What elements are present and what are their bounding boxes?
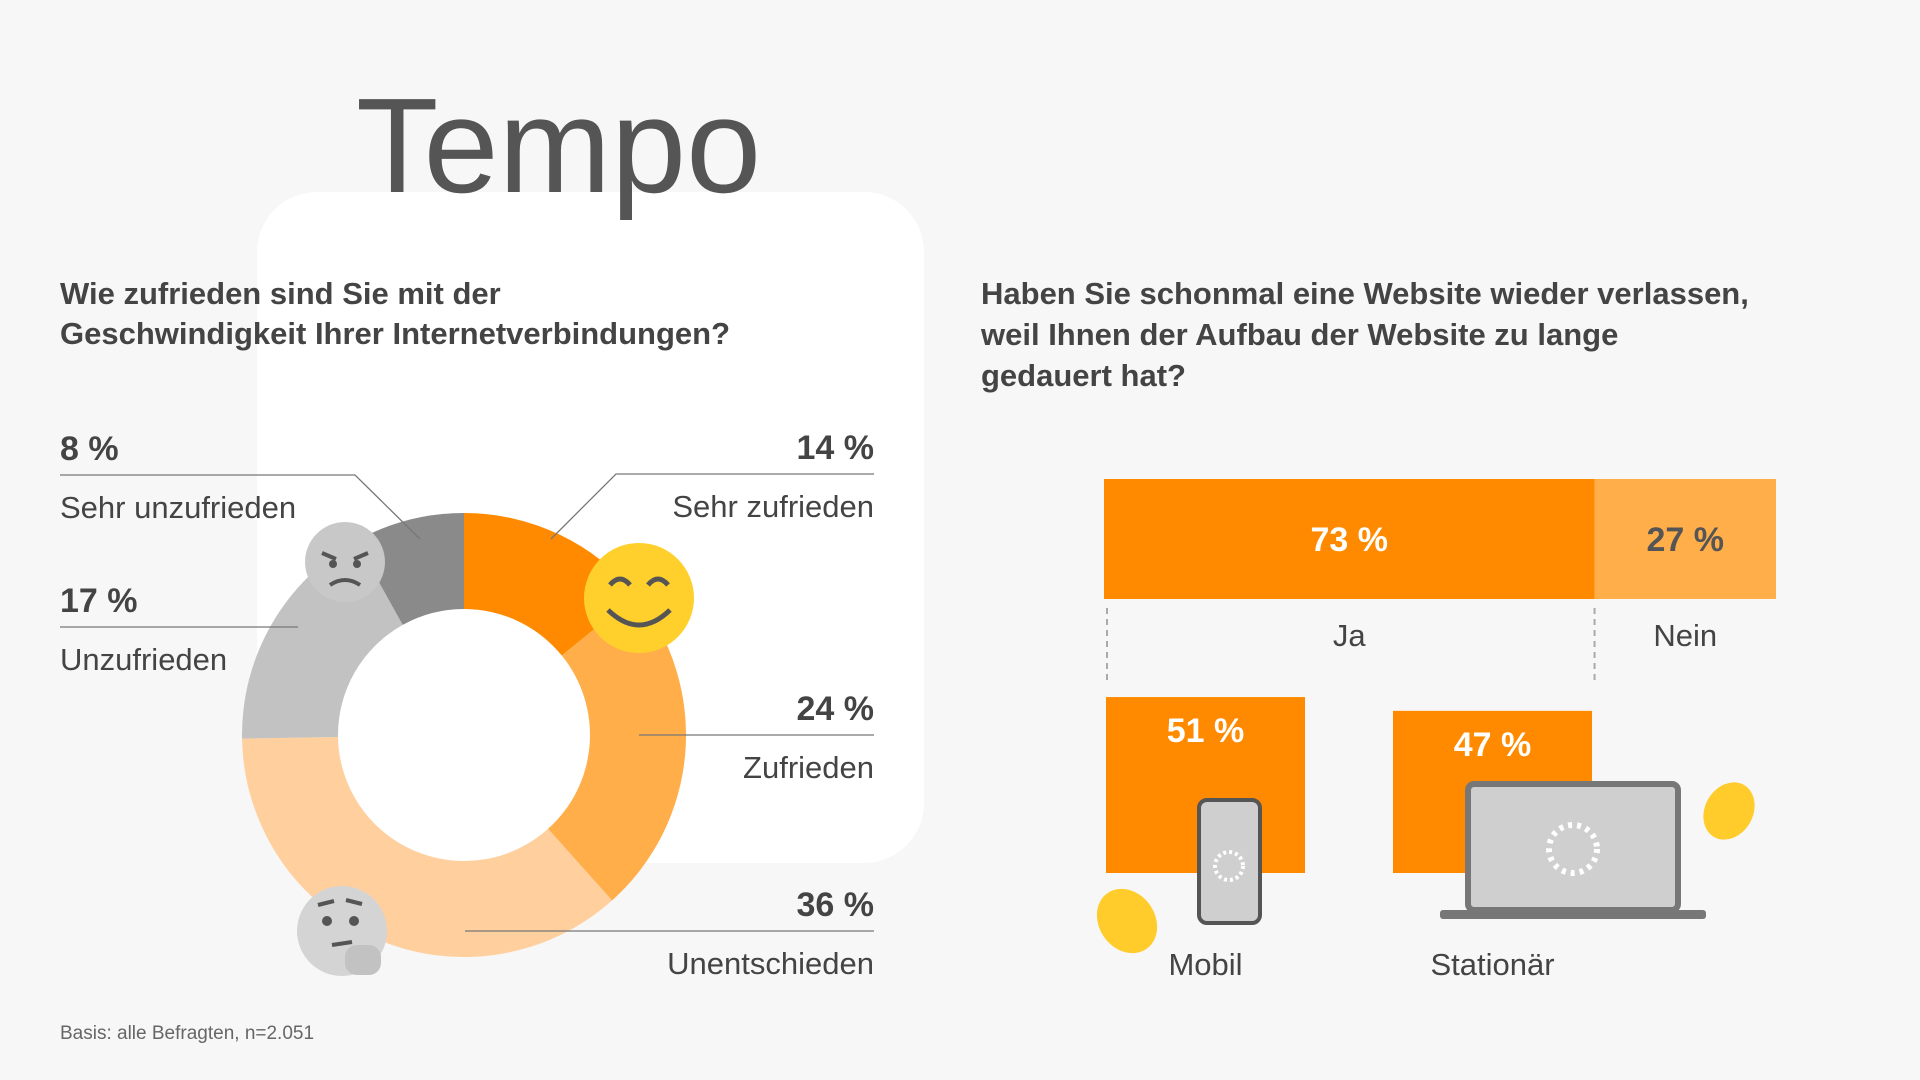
category-label: Unzufrieden	[60, 642, 227, 677]
donut-segment	[548, 595, 686, 901]
question: Wie zufrieden sind Sie mit der Geschwindi…	[60, 276, 730, 351]
bar-segment	[1104, 479, 1595, 599]
card	[257, 192, 924, 863]
page-title: Tempo	[356, 70, 761, 221]
laptop	[1440, 781, 1706, 919]
question: Haben Sie schonmal eine Website wieder v…	[980, 276, 1749, 393]
leader-line	[550, 473, 874, 540]
value-label: 27 %	[1647, 521, 1725, 559]
leader-line	[60, 474, 421, 540]
value-label: 51 %	[1167, 712, 1245, 750]
category-label: Mobil	[1168, 947, 1242, 982]
value-label: 47 %	[1454, 726, 1532, 764]
legend-label: Ja	[1333, 618, 1367, 653]
phone	[1197, 798, 1262, 925]
value-label: 14 %	[797, 429, 875, 467]
category-label: Unentschieden	[667, 946, 874, 981]
thinking-emoji	[297, 886, 387, 976]
legend-label: Nein	[1653, 618, 1717, 653]
value-label: 17 %	[60, 582, 138, 620]
smiley-emoji	[584, 543, 694, 653]
bar-segment	[1594, 479, 1776, 599]
value-label: 24 %	[797, 690, 875, 728]
donut-segment	[356, 513, 464, 625]
value-label: 36 %	[797, 886, 875, 924]
category-label: Stationär	[1430, 947, 1554, 982]
angry-emoji	[305, 522, 385, 602]
category-label: Sehr zufrieden	[672, 489, 874, 524]
category-label: Zufrieden	[743, 750, 874, 785]
value-label: 8 %	[60, 430, 119, 468]
footnote: Basis: alle Befragten, n=2.051	[60, 1023, 314, 1044]
category-label: Sehr unzufrieden	[60, 490, 296, 525]
value-label: 73 %	[1311, 521, 1389, 559]
waving-hand	[1096, 782, 1755, 954]
